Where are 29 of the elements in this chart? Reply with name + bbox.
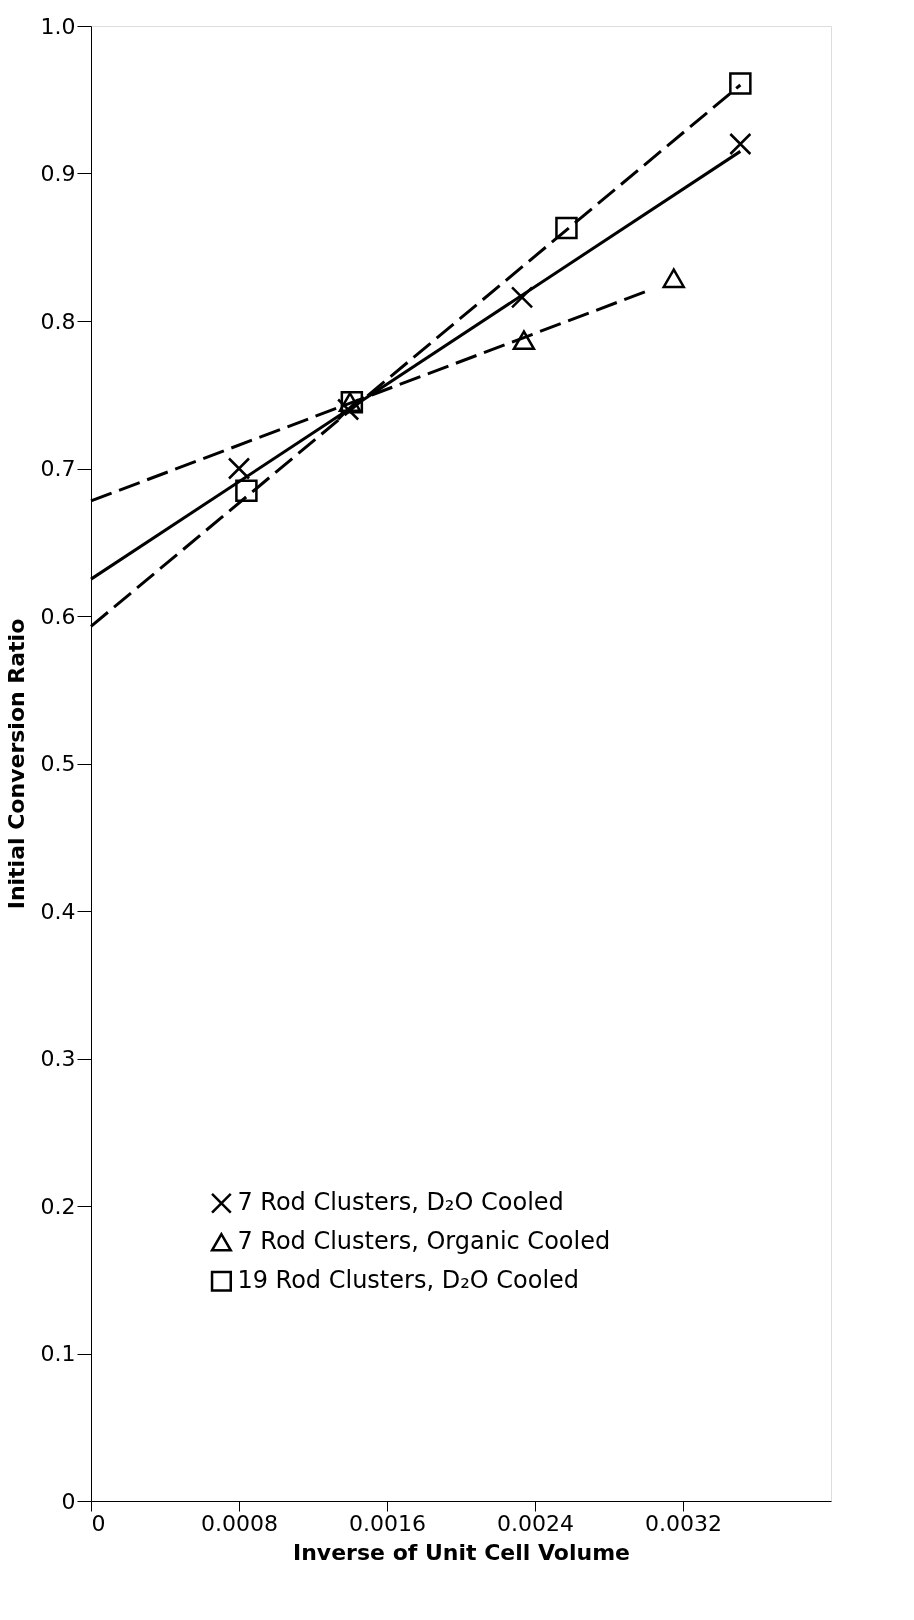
x-tick-label: 0.0016	[349, 1510, 426, 1536]
y-tick-label: 0.7	[40, 456, 76, 481]
point	[729, 72, 752, 95]
point	[555, 216, 578, 240]
point	[510, 286, 534, 309]
point	[729, 132, 752, 156]
x-tick-label: 0	[91, 1510, 106, 1536]
y-tick-label: 0.3	[40, 1046, 76, 1071]
point	[227, 457, 251, 480]
y-tick-label: 0.6	[40, 603, 76, 629]
point	[512, 330, 536, 351]
y-tick-label: 0.9	[40, 161, 76, 186]
point	[235, 479, 258, 502]
x-axis-title: Inverse of Unit Cell Volume	[292, 1539, 631, 1565]
x-tick-label: 0.0024	[497, 1510, 574, 1536]
y-tick-label: 0.5	[40, 751, 76, 776]
x-tick-label: 0.0032	[645, 1510, 722, 1536]
legend-label: 19 Rod Clusters, D₂O Cooled	[237, 1266, 580, 1295]
legend-label: 7 Rod Clusters, D₂O Cooled	[237, 1188, 564, 1217]
y-axis-title: Initial Conversion Ratio	[3, 618, 29, 910]
y-tick-label: 1.0	[40, 13, 76, 39]
y-tick-label: 0.8	[40, 308, 76, 334]
y-tick-label: 0	[61, 1488, 76, 1514]
y-tick-label: 0.2	[40, 1193, 76, 1219]
point	[662, 268, 685, 289]
y-tick-label: 0.4	[40, 898, 76, 924]
x-tick-label: 0.0008	[201, 1510, 278, 1536]
y-tick-label: 0.1	[40, 1341, 76, 1366]
legend-label: 7 Rod Clusters, Organic Cooled	[237, 1227, 611, 1256]
